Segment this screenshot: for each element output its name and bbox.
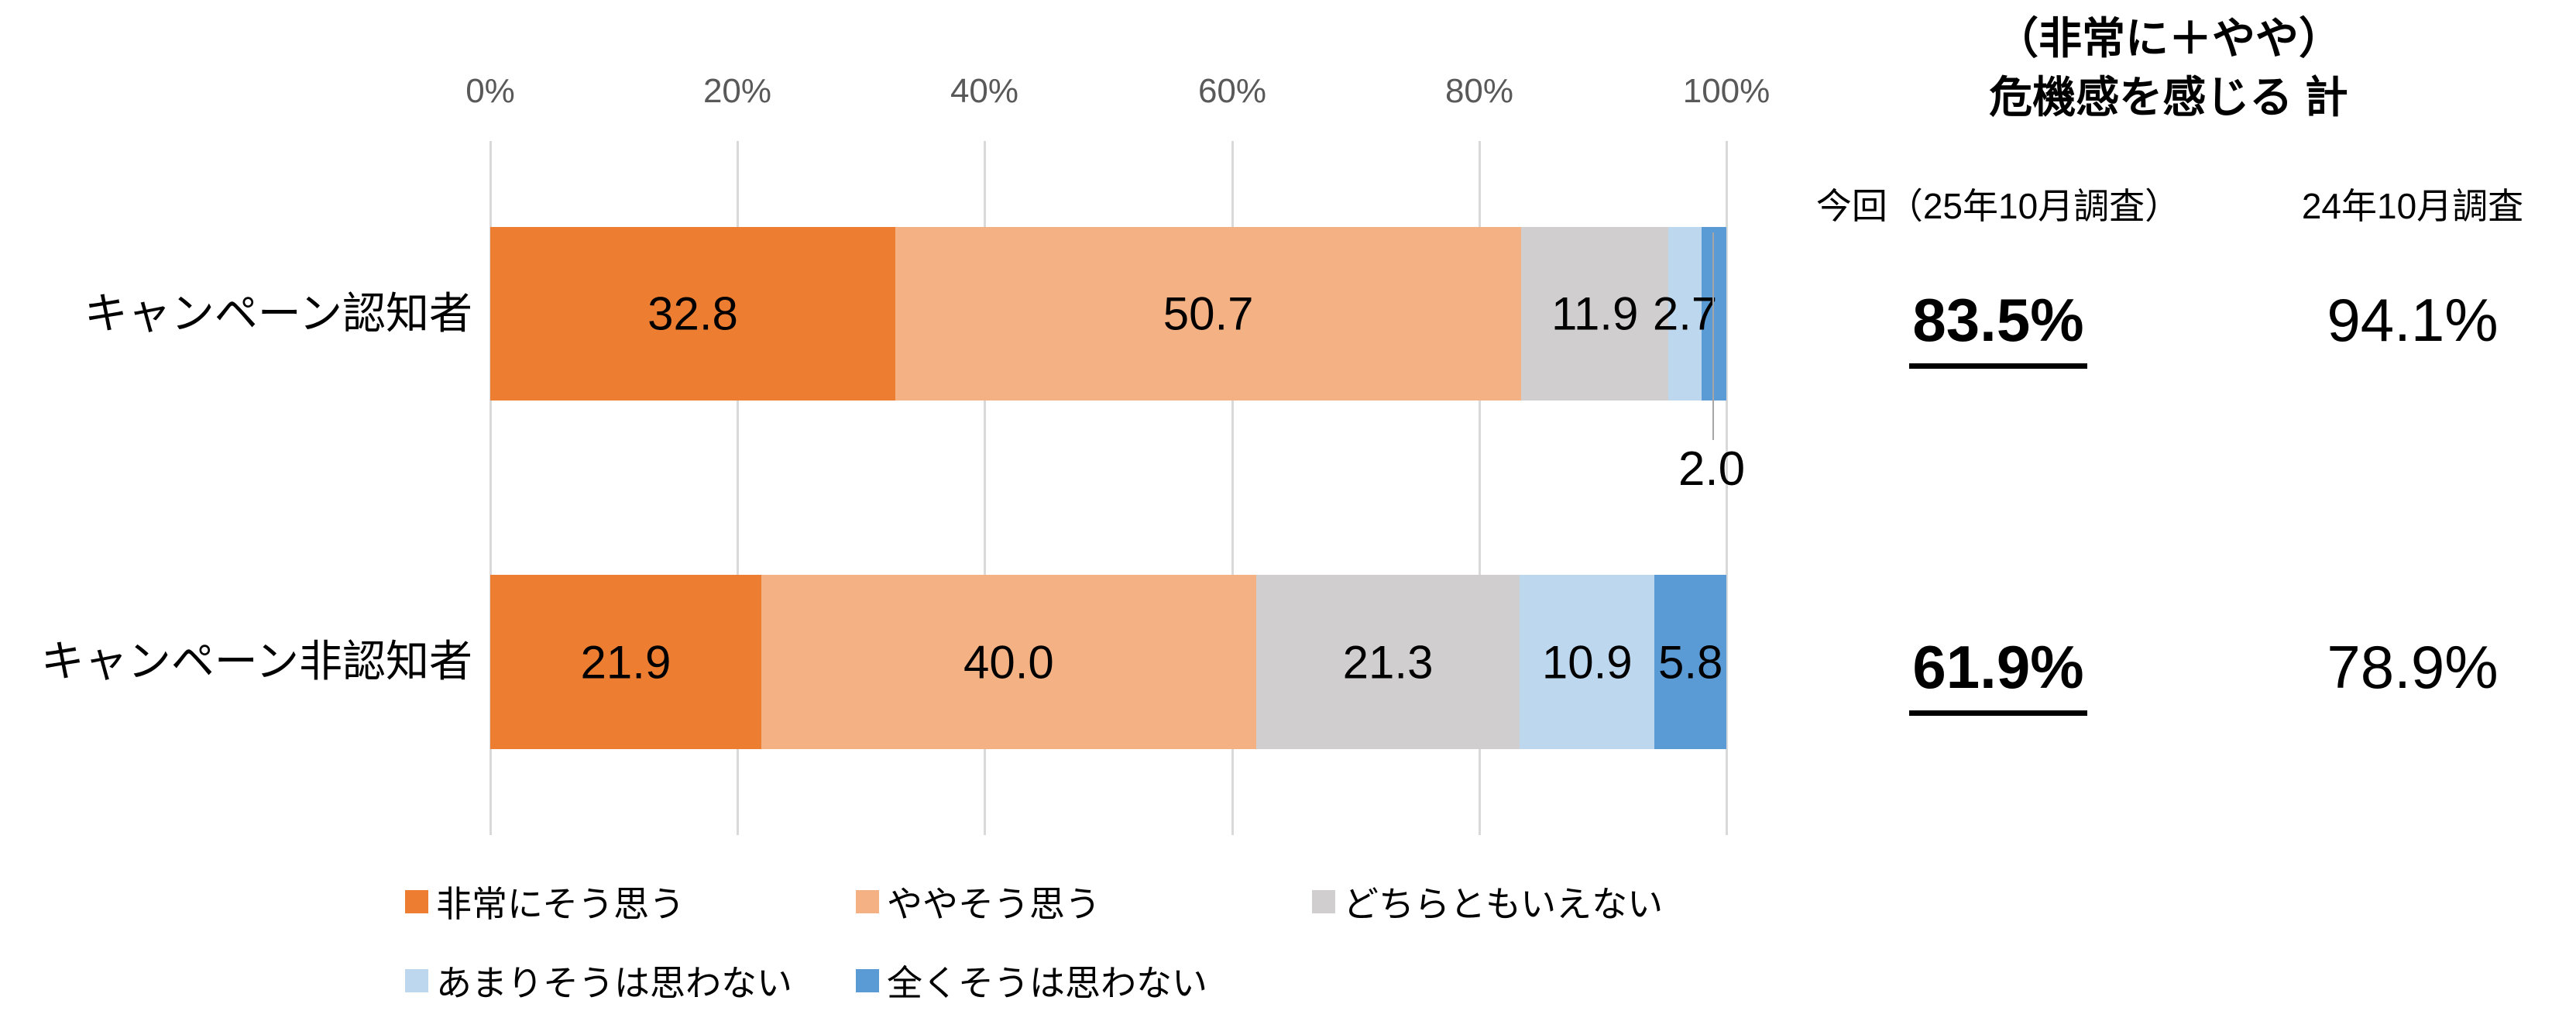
segment-value-label: 11.9: [1551, 287, 1639, 340]
category-label: キャンペーン認知者: [84, 289, 472, 338]
gridline: [984, 141, 987, 835]
gridline: [1478, 141, 1481, 835]
summary-column-header-current: 今回（25年10月調査）: [1815, 186, 2181, 226]
summary-value-previous: 94.1%: [2327, 286, 2499, 354]
plot-area: [489, 141, 1728, 835]
legend-label: 非常にそう思う: [436, 884, 685, 924]
x-axis-tick: 40%: [950, 72, 1019, 110]
summary-value-current: 61.9%: [1766, 632, 2231, 716]
segment-value-label: 40.0: [963, 636, 1054, 688]
legend-swatch-icon: [856, 969, 879, 992]
legend-item: ややそう思う: [856, 883, 1101, 924]
x-axis-tick: 80%: [1444, 72, 1514, 110]
bar-row: 21.9 40.0 21.3 10.9 5.8: [490, 575, 1726, 749]
callout-leader-line: [1712, 232, 1714, 440]
summary-value-current-text: 61.9%: [1909, 632, 2087, 716]
summary-column-header-previous: 24年10月調査: [2301, 186, 2524, 226]
bar-segment: 32.8: [490, 227, 895, 401]
bar-row: 32.8 50.7 11.9 2.7: [490, 227, 1726, 401]
summary-title-line2: 危機感を感じる 計: [1989, 73, 2348, 122]
legend-label: あまりそうは思わない: [436, 963, 792, 1003]
summary-value-current: 83.5%: [1766, 285, 2231, 369]
segment-value-label: 50.7: [1163, 287, 1254, 340]
summary-title-line1: （非常に＋やや）: [1995, 14, 2342, 63]
gridline: [489, 141, 492, 835]
bar-segment: 11.9: [1521, 227, 1669, 401]
segment-value-label: 21.9: [580, 636, 671, 688]
segment-value-label: 5.8: [1657, 636, 1723, 688]
x-axis-tick: 20%: [702, 72, 772, 110]
bar-segment: 50.7: [895, 227, 1522, 401]
bar-segment: [1702, 227, 1726, 401]
gridline: [1726, 141, 1728, 835]
legend-item: 非常にそう思う: [405, 883, 685, 924]
legend-swatch-icon: [405, 969, 428, 992]
bar-segment: 5.8: [1654, 575, 1726, 749]
x-axis-tick: 60%: [1197, 72, 1267, 110]
bar-segment: 10.9: [1520, 575, 1655, 749]
callout-value-label: 2.0: [1678, 442, 1746, 496]
segment-value-label: 10.9: [1541, 636, 1633, 688]
legend-label: 全くそうは思わない: [887, 963, 1207, 1003]
bar-segment: 21.3: [1255, 575, 1520, 749]
summary-value-current-text: 83.5%: [1909, 285, 2087, 369]
legend-item: あまりそうは思わない: [405, 962, 792, 1003]
segment-value-label: 2.7: [1652, 287, 1718, 340]
legend-item: どちらともいえない: [1312, 883, 1663, 924]
category-label: キャンペーン非認知者: [40, 637, 472, 686]
bar-segment: 2.7: [1653, 227, 1717, 401]
x-axis-tick: 0%: [465, 72, 515, 110]
x-axis-tick: 100%: [1682, 72, 1771, 110]
summary-value-previous: 78.9%: [2327, 633, 2499, 701]
legend-swatch-icon: [1312, 890, 1335, 913]
gridline: [1231, 141, 1234, 835]
legend-label: どちらともいえない: [1343, 884, 1664, 924]
summary-title: （非常に＋やや） 危機感を感じる 計: [1781, 9, 2556, 127]
legend-swatch-icon: [405, 890, 428, 913]
legend-label: ややそう思う: [887, 884, 1101, 924]
legend-swatch-icon: [856, 890, 879, 913]
gridline: [737, 141, 740, 835]
bar-segment: 40.0: [761, 575, 1256, 749]
segment-value-label: 21.3: [1342, 636, 1434, 688]
legend-item: 全くそうは思わない: [856, 962, 1207, 1003]
bar-segment: 21.9: [490, 575, 761, 749]
segment-value-label: 32.8: [647, 287, 738, 340]
